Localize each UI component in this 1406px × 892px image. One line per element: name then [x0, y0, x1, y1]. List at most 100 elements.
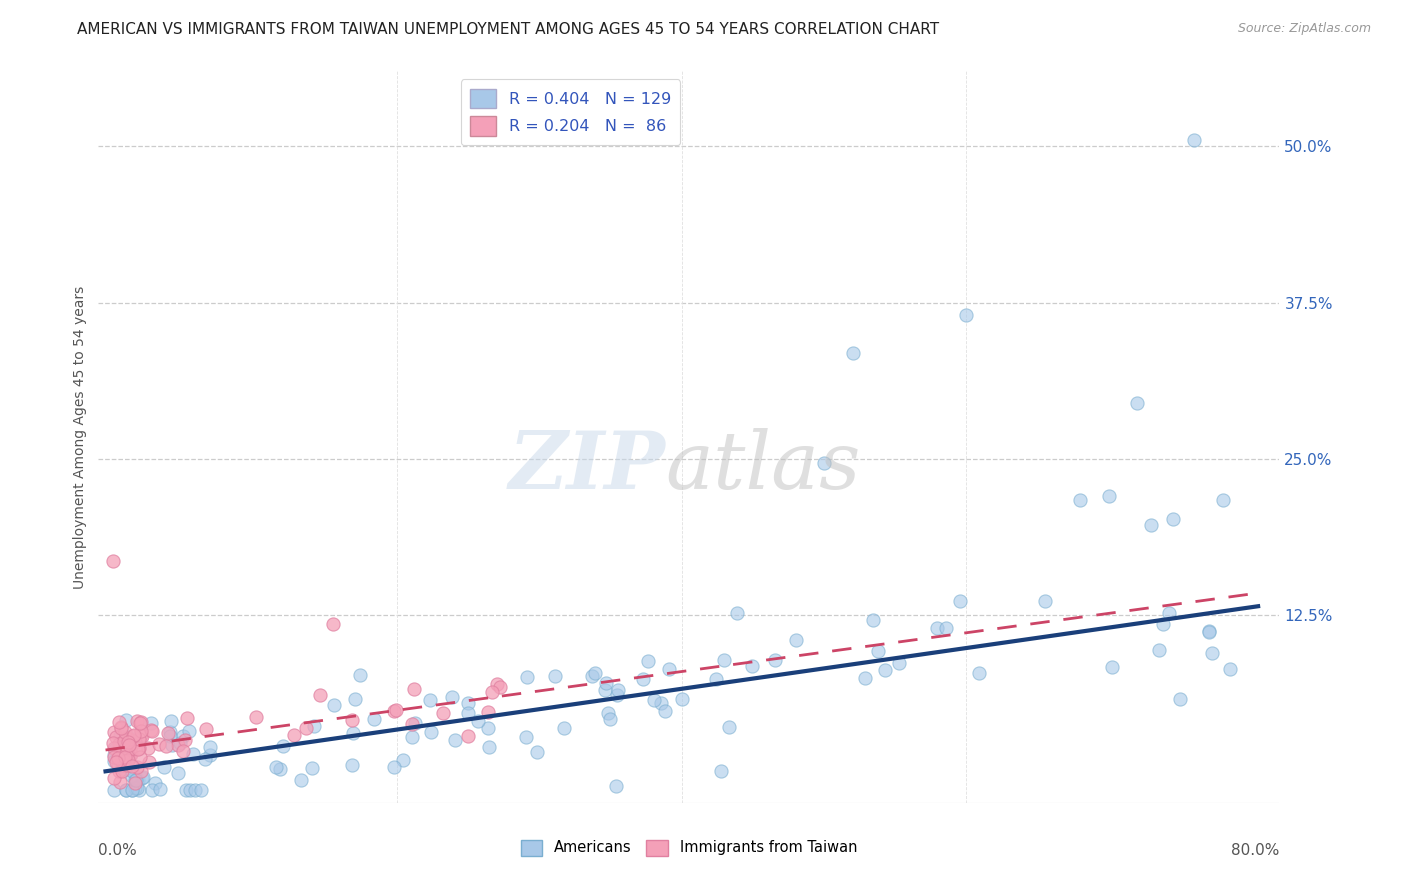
- Text: Source: ZipAtlas.com: Source: ZipAtlas.com: [1237, 22, 1371, 36]
- Point: [103, 747, 125, 762]
- Point: [107, 750, 129, 764]
- Point: [177, 723, 200, 738]
- Point: [112, 733, 135, 747]
- Point: [813, 456, 835, 470]
- Point: [111, 754, 134, 768]
- Point: [129, 723, 152, 738]
- Point: [115, 731, 138, 745]
- Point: [322, 698, 344, 713]
- Point: [955, 308, 977, 322]
- Point: [174, 783, 197, 797]
- Point: [1098, 490, 1121, 504]
- Point: [637, 653, 659, 667]
- Point: [650, 696, 672, 710]
- Point: [117, 753, 139, 767]
- Point: [124, 780, 146, 795]
- Point: [198, 748, 221, 763]
- Point: [104, 730, 127, 744]
- Point: [198, 739, 221, 754]
- Point: [485, 677, 508, 691]
- Point: [160, 739, 183, 753]
- Point: [136, 740, 159, 755]
- Point: [143, 776, 166, 790]
- Text: 0.0%: 0.0%: [98, 843, 138, 858]
- Point: [108, 744, 131, 758]
- Point: [107, 757, 129, 772]
- Point: [515, 730, 537, 744]
- Point: [108, 764, 131, 778]
- Point: [295, 721, 318, 735]
- Point: [184, 783, 207, 797]
- Point: [117, 730, 139, 744]
- Point: [718, 720, 741, 734]
- Point: [127, 760, 149, 774]
- Point: [1152, 617, 1174, 632]
- Point: [309, 688, 332, 702]
- Point: [129, 715, 152, 730]
- Point: [671, 691, 693, 706]
- Point: [129, 764, 152, 778]
- Point: [115, 783, 138, 797]
- Point: [125, 773, 148, 788]
- Point: [1033, 594, 1056, 608]
- Point: [107, 715, 129, 730]
- Point: [107, 750, 129, 764]
- Y-axis label: Unemployment Among Ages 45 to 54 years: Unemployment Among Ages 45 to 54 years: [73, 285, 87, 589]
- Point: [110, 721, 132, 735]
- Point: [103, 725, 125, 739]
- Point: [841, 345, 863, 359]
- Point: [392, 753, 415, 767]
- Point: [467, 714, 489, 729]
- Point: [1126, 395, 1149, 409]
- Point: [925, 621, 948, 635]
- Point: [118, 731, 141, 746]
- Point: [302, 719, 325, 733]
- Point: [104, 741, 127, 756]
- Point: [179, 783, 201, 797]
- Point: [271, 739, 294, 753]
- Point: [543, 669, 565, 683]
- Point: [128, 732, 150, 747]
- Point: [402, 682, 425, 697]
- Point: [595, 683, 617, 698]
- Point: [710, 764, 733, 778]
- Point: [127, 781, 149, 796]
- Point: [155, 739, 177, 754]
- Point: [101, 736, 124, 750]
- Point: [489, 680, 512, 694]
- Point: [419, 693, 441, 707]
- Point: [1069, 493, 1091, 508]
- Point: [121, 783, 143, 797]
- Point: [478, 740, 501, 755]
- Point: [172, 729, 194, 743]
- Point: [385, 703, 408, 717]
- Point: [340, 758, 363, 772]
- Point: [866, 644, 889, 658]
- Point: [128, 741, 150, 756]
- Point: [101, 554, 124, 568]
- Point: [111, 764, 134, 778]
- Point: [172, 744, 194, 758]
- Point: [949, 594, 972, 608]
- Point: [118, 742, 141, 756]
- Point: [115, 783, 138, 797]
- Point: [643, 693, 665, 707]
- Point: [124, 772, 146, 787]
- Point: [138, 755, 160, 769]
- Point: [131, 729, 153, 743]
- Point: [457, 706, 479, 721]
- Point: [153, 760, 176, 774]
- Point: [103, 749, 125, 764]
- Point: [343, 691, 366, 706]
- Text: ZIP: ZIP: [509, 427, 665, 505]
- Point: [1140, 518, 1163, 533]
- Point: [245, 710, 267, 724]
- Point: [1212, 493, 1234, 508]
- Point: [120, 747, 142, 761]
- Point: [607, 682, 630, 697]
- Point: [118, 738, 141, 752]
- Point: [1161, 512, 1184, 526]
- Point: [159, 729, 181, 743]
- Point: [128, 749, 150, 764]
- Point: [117, 735, 139, 749]
